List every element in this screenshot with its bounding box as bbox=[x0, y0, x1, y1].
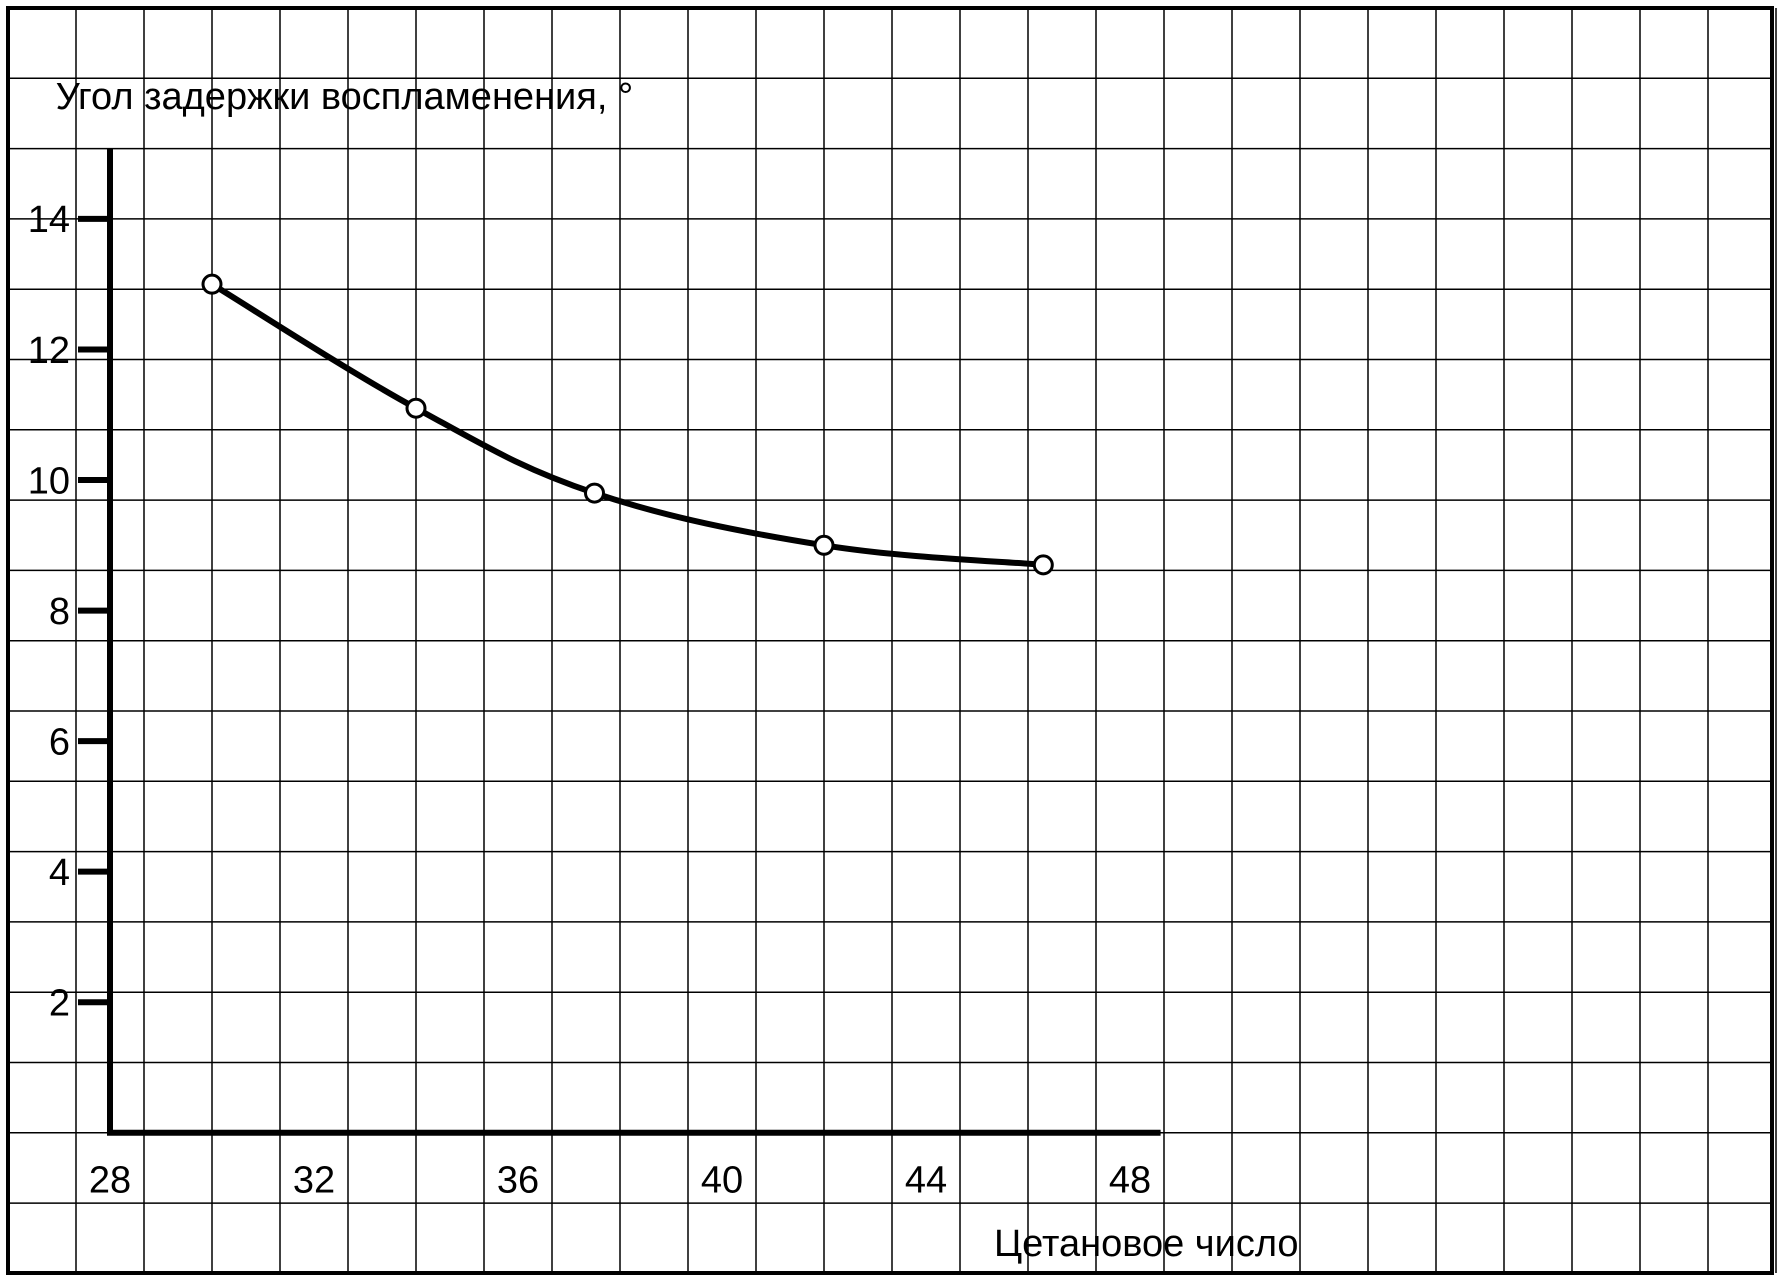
y-tick-label: 8 bbox=[49, 591, 70, 633]
chart-container: 2 4 6 8 10 12 14 28 32 36 40 44 48 Угол задержки восп… bbox=[0, 0, 1780, 1281]
chart-svg: 2 4 6 8 10 12 14 28 32 36 40 44 48 Угол задержки восп… bbox=[0, 0, 1780, 1281]
x-tick-label: 44 bbox=[905, 1160, 947, 1202]
y-tick-label: 4 bbox=[49, 852, 70, 894]
y-tick-label: 6 bbox=[49, 721, 70, 763]
data-marker bbox=[815, 536, 833, 554]
x-tick-label: 40 bbox=[701, 1160, 743, 1202]
x-tick-label: 32 bbox=[293, 1160, 335, 1202]
y-axis-title: Угол задержки воспламенения, ° bbox=[56, 76, 634, 118]
data-marker bbox=[1034, 556, 1052, 574]
x-tick-label: 28 bbox=[89, 1160, 131, 1202]
y-tick-label: 12 bbox=[28, 330, 70, 372]
data-marker bbox=[586, 484, 604, 502]
y-tick-label: 14 bbox=[28, 199, 70, 241]
x-tick-label: 48 bbox=[1109, 1160, 1151, 1202]
y-tick-label: 2 bbox=[49, 983, 70, 1025]
data-marker bbox=[407, 399, 425, 417]
data-marker bbox=[203, 275, 221, 293]
y-tick-label: 10 bbox=[28, 460, 70, 502]
x-tick-label: 36 bbox=[497, 1160, 539, 1202]
x-axis-title: Цетановое число bbox=[994, 1223, 1299, 1265]
